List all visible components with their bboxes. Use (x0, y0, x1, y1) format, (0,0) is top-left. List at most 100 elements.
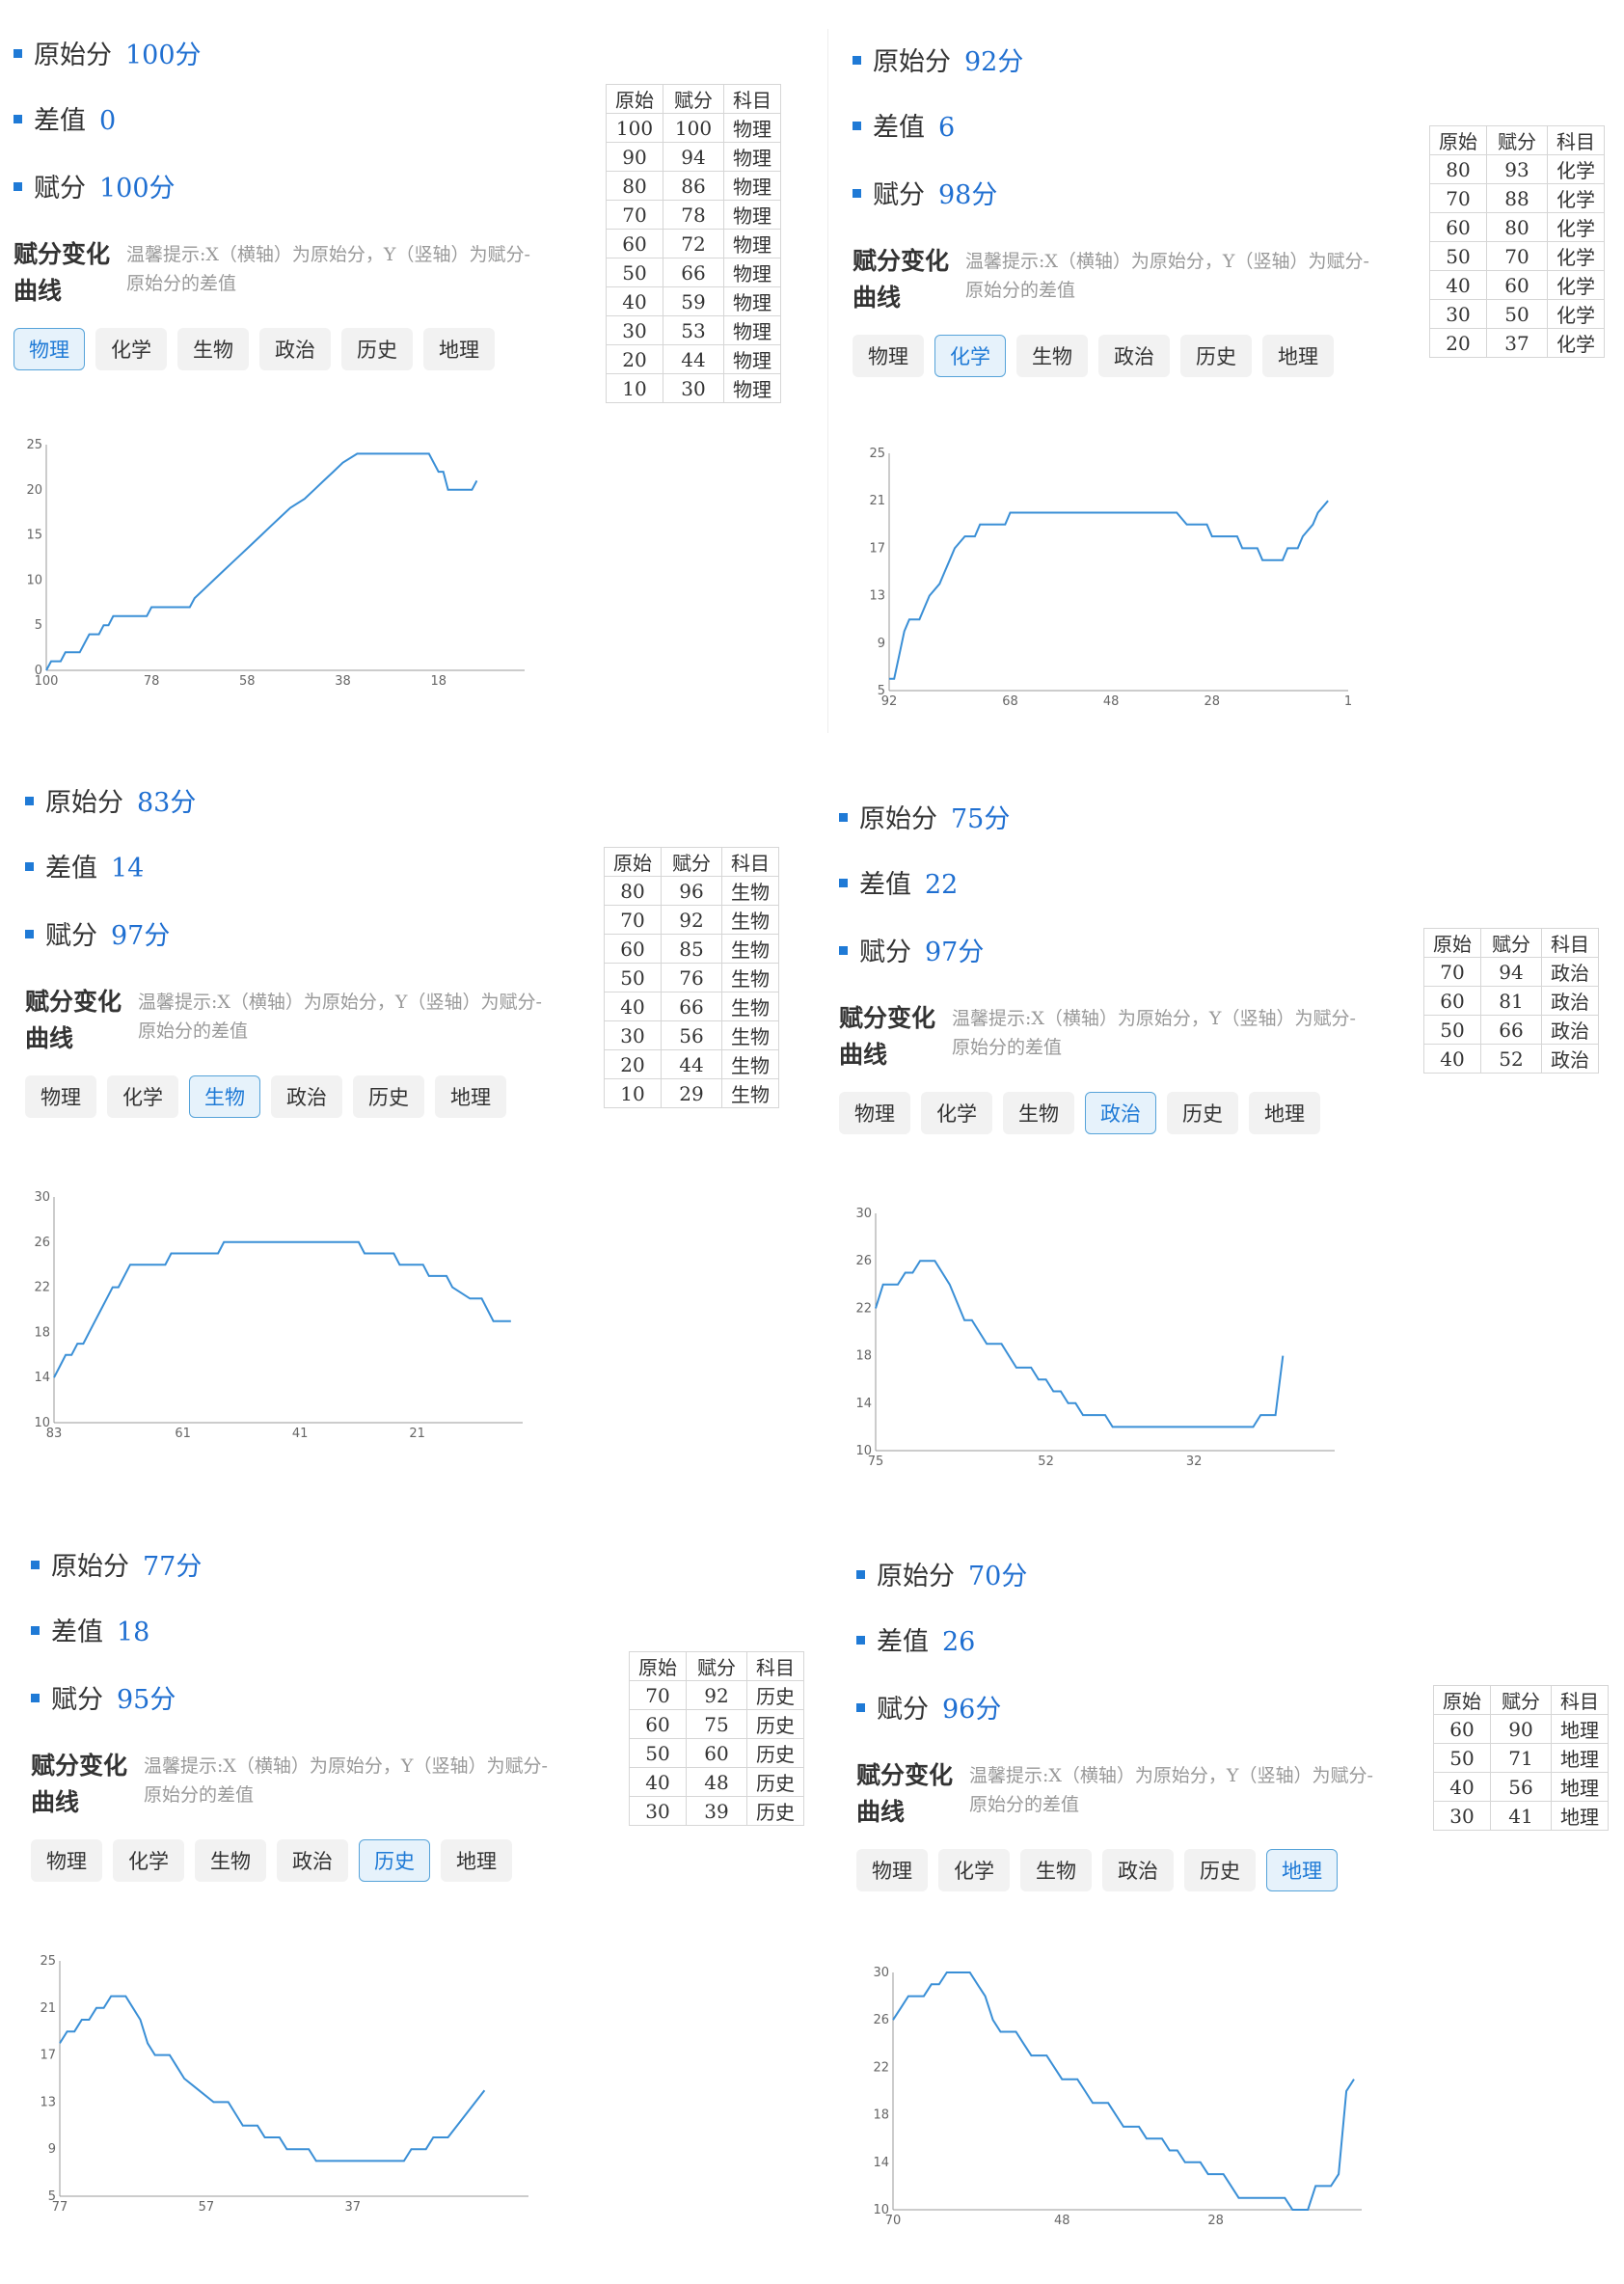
table-row: 40 60 化学 (1429, 270, 1605, 300)
table-cell: 物理 (723, 315, 781, 345)
tab-politics[interactable]: 政治 (259, 328, 331, 370)
table-cell: 物理 (723, 142, 781, 172)
tab-geography[interactable]: 地理 (441, 1839, 512, 1882)
score-change-chart: 0 5 10 15 20 25 100 78 58 38 18 (26, 438, 525, 689)
table-cell: 物理 (723, 200, 781, 230)
table-row: 30 50 化学 (1429, 299, 1605, 329)
table-cell: 30 (1429, 299, 1487, 329)
table-row: 70 88 化学 (1429, 183, 1605, 213)
raw-score-value: 77分 (143, 1552, 203, 1582)
score-panel-physics: 原始分 100分 差值 0 赋分 100分 赋分变化曲线 温馨提示:X（横轴）为原始分，Y（竖… (14, 34, 804, 719)
x-tick-label: 78 (144, 674, 160, 689)
table-header: 科目 (746, 1651, 804, 1681)
tab-physics[interactable]: 物理 (25, 1075, 96, 1118)
difference-row: 差值 26 (856, 1620, 975, 1658)
tab-physics[interactable]: 物理 (853, 335, 924, 377)
tab-history[interactable]: 历史 (353, 1075, 424, 1118)
x-tick-label: 58 (239, 674, 256, 689)
y-tick-label: 14 (873, 2156, 889, 2170)
x-tick-label: 57 (199, 2200, 215, 2215)
tab-chemistry[interactable]: 化学 (113, 1839, 184, 1882)
table-row: 20 44 生物 (604, 1049, 779, 1079)
score-panel-chemistry: 原始分 92分 差值 6 赋分 98分 赋分变化曲线 温馨提示:X（横轴）为原始分，Y（竖轴）… (853, 41, 1614, 725)
y-tick-label: 17 (40, 2049, 56, 2063)
tab-history[interactable]: 历史 (1184, 1849, 1256, 1891)
table-cell: 76 (661, 963, 722, 992)
tab-biology[interactable]: 生物 (177, 328, 249, 370)
table-cell: 物理 (723, 258, 781, 287)
tab-geography[interactable]: 地理 (1249, 1092, 1320, 1134)
table-cell: 生物 (721, 876, 779, 906)
curve-title: 赋分变化曲线 (856, 1761, 954, 1826)
bullet-icon (14, 49, 22, 58)
tab-biology[interactable]: 生物 (1016, 335, 1088, 377)
bullet-icon (853, 189, 861, 198)
tab-geography[interactable]: 地理 (423, 328, 495, 370)
raw-score-value: 100分 (125, 41, 202, 70)
assigned-score-row: 赋分 96分 (856, 1688, 1001, 1726)
tab-politics[interactable]: 政治 (1102, 1849, 1174, 1891)
curve-title: 赋分变化曲线 (14, 240, 111, 305)
y-tick-label: 5 (878, 684, 885, 698)
table-cell: 30 (629, 1796, 687, 1826)
table-row: 70 78 物理 (606, 200, 781, 230)
table-cell: 30 (604, 1020, 662, 1050)
table-cell: 化学 (1547, 212, 1605, 242)
tab-history[interactable]: 历史 (1167, 1092, 1238, 1134)
tab-physics[interactable]: 物理 (31, 1839, 102, 1882)
tab-geography[interactable]: 地理 (1262, 335, 1334, 377)
table-cell: 96 (661, 876, 722, 906)
tab-politics[interactable]: 政治 (1098, 335, 1170, 377)
tab-chemistry[interactable]: 化学 (921, 1092, 992, 1134)
table-cell: 政治 (1541, 986, 1599, 1016)
table-cell: 50 (1433, 1743, 1491, 1773)
x-tick-label: 77 (52, 2200, 68, 2215)
curve-title: 赋分变化曲线 (31, 1752, 128, 1816)
tab-geography[interactable]: 地理 (1266, 1849, 1338, 1891)
table-cell: 39 (686, 1796, 747, 1826)
y-tick-label: 10 (34, 1416, 50, 1430)
tab-biology[interactable]: 生物 (195, 1839, 266, 1882)
tab-biology[interactable]: 生物 (1020, 1849, 1092, 1891)
tab-geography[interactable]: 地理 (435, 1075, 506, 1118)
table-header: 原始 (629, 1651, 687, 1681)
table-cell: 80 (1429, 154, 1487, 184)
tab-history[interactable]: 历史 (1180, 335, 1252, 377)
tab-chemistry[interactable]: 化学 (95, 328, 167, 370)
tab-politics[interactable]: 政治 (271, 1075, 342, 1118)
tab-chemistry[interactable]: 化学 (107, 1075, 178, 1118)
table-cell: 70 (604, 905, 662, 935)
table-row: 30 39 历史 (629, 1796, 804, 1826)
axis-tip: 温馨提示:X（横轴）为原始分，Y（竖轴）为赋分-原始分的差值 (965, 251, 1369, 301)
tab-biology[interactable]: 生物 (1003, 1092, 1074, 1134)
tab-physics[interactable]: 物理 (856, 1849, 928, 1891)
table-cell: 50 (1423, 1015, 1481, 1045)
tab-politics[interactable]: 政治 (277, 1839, 348, 1882)
y-tick-label: 18 (873, 2108, 889, 2123)
table-row: 50 60 历史 (629, 1738, 804, 1768)
table-cell: 40 (1423, 1044, 1481, 1074)
tab-history[interactable]: 历史 (359, 1839, 430, 1882)
tab-physics[interactable]: 物理 (839, 1092, 910, 1134)
tab-physics[interactable]: 物理 (14, 328, 85, 370)
score-table: 原始 赋分 科目 60 90 地理 50 71 地理 40 56 地理 30 41 地理 (1433, 1685, 1609, 1831)
column-divider (827, 29, 828, 733)
tab-politics[interactable]: 政治 (1085, 1092, 1156, 1134)
table-row: 50 76 生物 (604, 963, 779, 992)
tab-chemistry[interactable]: 化学 (938, 1849, 1010, 1891)
raw-score-label: 原始分 (34, 41, 112, 70)
table-row: 20 44 物理 (606, 344, 781, 374)
score-diff-line (889, 500, 1329, 680)
x-tick-label: 38 (335, 674, 351, 689)
table-cell: 90 (1490, 1714, 1552, 1744)
table-cell: 历史 (746, 1767, 804, 1797)
raw-score-label: 原始分 (45, 788, 123, 818)
table-header: 科目 (1551, 1685, 1609, 1715)
tab-history[interactable]: 历史 (341, 328, 413, 370)
tab-chemistry[interactable]: 化学 (934, 335, 1006, 377)
table-cell: 政治 (1541, 1015, 1599, 1045)
tab-biology[interactable]: 生物 (189, 1075, 260, 1118)
table-cell: 29 (661, 1078, 722, 1108)
score-table: 原始 赋分 科目 70 92 历史 60 75 历史 50 60 历史 40 48 历史 30 39 历史 (629, 1651, 804, 1826)
assigned-score-row: 赋分 97分 (25, 914, 170, 952)
